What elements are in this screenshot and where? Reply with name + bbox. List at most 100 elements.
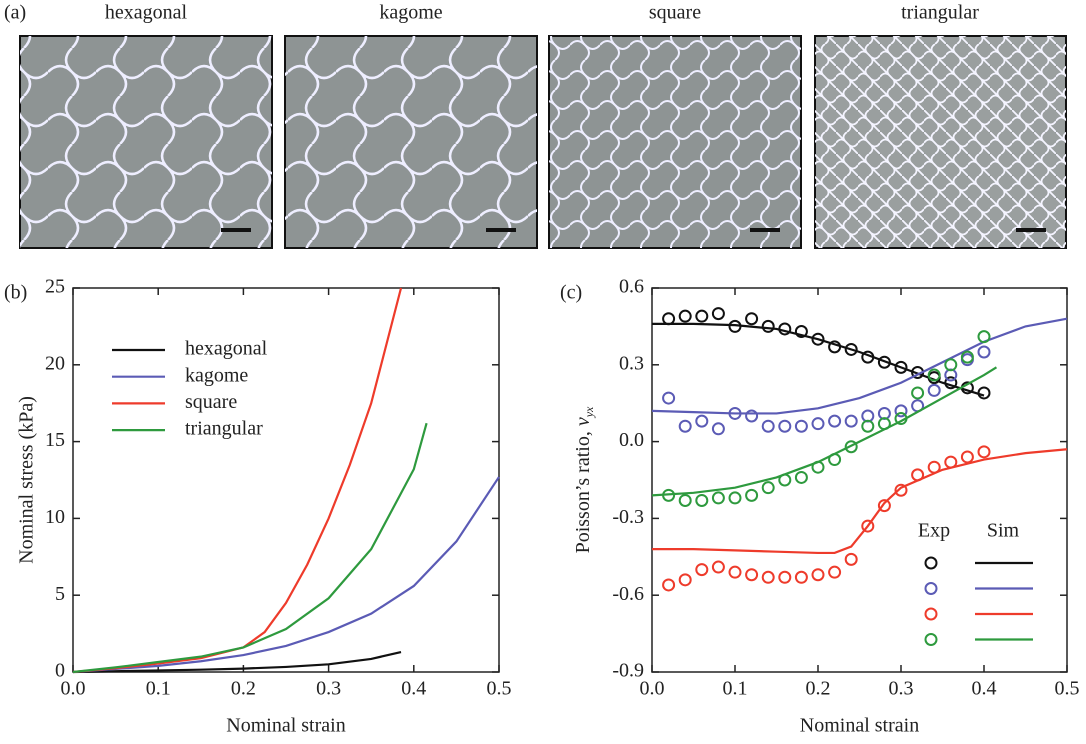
image-pattern [285,36,537,248]
exp-point [695,414,709,428]
exp-point [662,488,676,502]
legend-label: triangular [185,418,263,440]
exp-point [944,455,958,469]
exp-point [828,453,842,467]
exp-point [944,358,958,372]
sim-line [651,317,1068,415]
exp-point [745,409,759,423]
legend-header: Sim [987,520,1020,542]
y-tick-label: -0.6 [612,583,644,605]
exp-point [844,552,858,566]
x-tick-label: 0.1 [723,678,748,700]
exp-point [761,419,775,433]
micrographs [19,35,1067,249]
exp-point [844,440,858,454]
exp-point [977,445,991,459]
exp-point [678,573,692,587]
image-title: hexagonal [105,2,188,24]
exp-point [877,499,891,513]
exp-point [728,406,742,420]
exp-point [828,565,842,579]
exp-point [894,483,908,497]
line [72,422,428,674]
exp-point [678,309,692,323]
legend-label: hexagonal [185,338,268,360]
line [72,650,402,674]
exp-point [927,460,941,474]
exp-point [861,519,875,533]
exp-point [695,563,709,577]
exp-point [678,493,692,507]
exp-point [960,350,974,364]
x-tick-label: 0.4 [401,678,426,700]
y-tick-label: 15 [45,429,65,451]
x-axis-label: Nominal strain [226,715,345,737]
exp-point [844,414,858,428]
exp-point [828,340,842,354]
y-tick-label: 0.6 [619,276,644,298]
exp-point [778,473,792,487]
y-tick-label: 10 [45,506,65,528]
legend-marker [924,633,938,646]
exp-point [678,419,692,433]
exp-point [811,460,825,474]
x-tick-label: 0.4 [972,678,997,700]
x-tick-label: 0.3 [316,678,341,700]
exp-point [745,488,759,502]
y-tick-label: 0.3 [619,352,644,374]
line [72,287,403,674]
exp-point [728,491,742,505]
exp-point [861,419,875,433]
exp-point [811,568,825,582]
y-tick-label: 25 [45,276,65,298]
exp-point [927,368,941,382]
exp-point [977,386,991,400]
exp-point [794,419,808,433]
exp-point [778,570,792,584]
legend-marker [924,607,938,621]
plot-frame [72,287,500,673]
sim-line [651,366,998,497]
exp-point [877,417,891,431]
exp-point [944,376,958,390]
exp-point [761,319,775,333]
exp-point [877,355,891,369]
y-tick-label: 5 [55,583,65,605]
legend-header: Exp [918,520,950,542]
y-tick-label: -0.9 [612,660,644,682]
line [72,476,500,674]
image-pattern [549,36,801,248]
x-tick-label: 0.5 [1055,678,1080,700]
x-tick-label: 0.2 [806,678,831,700]
image-title: kagome [379,2,442,24]
x-tick-label: 0.5 [487,678,512,700]
exp-point [811,332,825,346]
y-axis-label: Nominal stress (kPa) [16,396,38,564]
exp-point [695,309,709,323]
legend-marker [924,582,938,595]
exp-point [662,578,676,592]
exp-point [828,414,842,428]
exp-point [778,322,792,336]
panel-label: (a) [4,2,26,24]
legend-label: square [185,391,237,413]
exp-point [728,565,742,579]
x-tick-label: 0.2 [231,678,256,700]
exp-point [662,312,676,326]
exp-point [911,468,925,482]
exp-point [794,325,808,339]
exp-point [761,570,775,584]
exp-point [711,307,725,321]
y-tick-label: 0 [55,660,65,682]
exp-point [960,450,974,464]
exp-point [711,491,725,505]
y-axis-label: Poisson’s ratio, vyx [572,406,596,553]
y-label-text: Poisson’s ratio, [572,426,594,553]
y-tick-label: 0.0 [619,429,644,451]
exp-point [894,412,908,426]
exp-point [695,493,709,507]
image-title: triangular [901,2,979,24]
exp-point [894,360,908,374]
y-tick-label: -0.3 [612,506,644,528]
exp-point [728,319,742,333]
